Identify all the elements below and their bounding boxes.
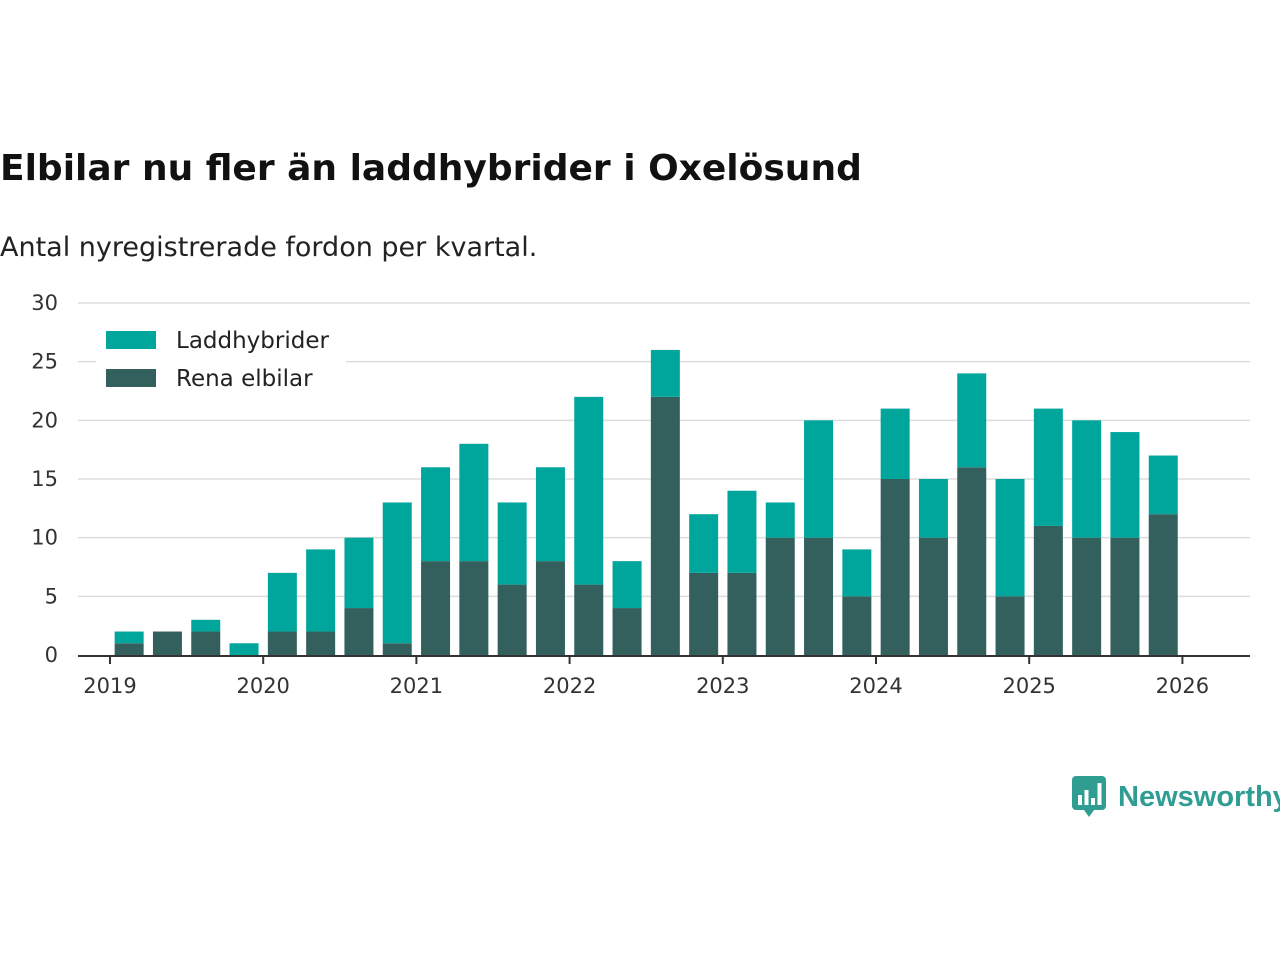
bar-laddhybrider [1148, 455, 1178, 515]
bar-laddhybrider [344, 537, 374, 609]
x-tick-label: 2019 [83, 674, 136, 698]
bar-rena-elbilar [1033, 525, 1063, 655]
newsworthy-logo: Newsworthy [1072, 776, 1280, 818]
legend-swatch [106, 331, 156, 349]
bar-laddhybrider [650, 349, 680, 397]
bar-laddhybrider [804, 420, 834, 538]
bar-laddhybrider [957, 373, 987, 468]
y-tick-label: 10 [31, 526, 58, 550]
bar-rena-elbilar [497, 584, 527, 655]
bar-laddhybrider [689, 514, 719, 573]
bar-rena-elbilar [574, 584, 604, 655]
bar-laddhybrider [1110, 432, 1140, 538]
bar-rena-elbilar [267, 631, 297, 655]
x-tick-label: 2026 [1156, 674, 1209, 698]
y-tick-label: 30 [31, 291, 58, 315]
bar-rena-elbilar [995, 596, 1025, 655]
bar-laddhybrider [267, 572, 297, 632]
bars [114, 349, 1178, 655]
legend-label: Rena elbilar [176, 366, 313, 392]
legend: Laddhybrider Rena elbilar [96, 318, 346, 404]
bar-laddhybrider [421, 467, 451, 562]
bar-laddhybrider [574, 396, 604, 585]
bar-rena-elbilar [727, 572, 757, 655]
legend-swatch [106, 369, 156, 387]
bar-laddhybrider [191, 619, 221, 632]
newsworthy-icon [1072, 776, 1106, 817]
bar-rena-elbilar [765, 537, 795, 655]
bar-laddhybrider [1033, 408, 1063, 526]
bar-rena-elbilar [1072, 537, 1102, 655]
bar-rena-elbilar [842, 596, 872, 655]
bar-rena-elbilar [344, 608, 374, 655]
bar-laddhybrider [114, 631, 144, 644]
bar-rena-elbilar [880, 479, 910, 655]
bar-laddhybrider [918, 479, 948, 538]
bar-laddhybrider [229, 643, 259, 655]
bar-rena-elbilar [689, 572, 719, 655]
bar-rena-elbilar [306, 631, 336, 655]
brand-name: Newsworthy [1118, 780, 1280, 813]
bar-rena-elbilar [804, 537, 834, 655]
bar-laddhybrider [535, 467, 565, 562]
bar-rena-elbilar [152, 631, 182, 655]
y-tick-label: 5 [45, 584, 58, 608]
bar-laddhybrider [842, 549, 872, 597]
x-tick-label: 2020 [236, 674, 289, 698]
x-tick-label: 2025 [1002, 674, 1055, 698]
bar-rena-elbilar [1110, 537, 1140, 655]
bar-rena-elbilar [650, 396, 680, 655]
x-tick-label: 2021 [390, 674, 443, 698]
chart-title: Elbilar nu fler än laddhybrider i Oxelös… [0, 148, 862, 189]
y-tick-label: 20 [31, 408, 58, 432]
x-tick-label: 2024 [849, 674, 902, 698]
bar-rena-elbilar [612, 608, 642, 655]
chart-subtitle: Antal nyregistrerade fordon per kvartal. [0, 232, 538, 263]
bar-rena-elbilar [382, 643, 412, 655]
bar-laddhybrider [727, 490, 757, 573]
bar-laddhybrider [382, 502, 412, 644]
legend-label: Laddhybrider [176, 328, 329, 354]
y-tick-label: 25 [31, 350, 58, 374]
bar-rena-elbilar [191, 631, 221, 655]
bar-laddhybrider [880, 408, 910, 479]
bar-laddhybrider [995, 479, 1025, 597]
bar-rena-elbilar [1148, 514, 1178, 655]
bar-rena-elbilar [114, 643, 144, 655]
y-tick-label: 15 [31, 467, 58, 491]
bar-rena-elbilar [918, 537, 948, 655]
bar-rena-elbilar [421, 561, 451, 655]
y-tick-label: 0 [45, 643, 58, 667]
bar-laddhybrider [765, 502, 795, 538]
bar-laddhybrider [306, 549, 336, 632]
bar-laddhybrider [1072, 420, 1102, 538]
bar-rena-elbilar [459, 561, 489, 655]
bar-rena-elbilar [535, 561, 565, 655]
x-tick-label: 2023 [696, 674, 749, 698]
x-tick-label: 2022 [543, 674, 596, 698]
bar-laddhybrider [459, 443, 489, 562]
bar-laddhybrider [497, 502, 527, 585]
bar-rena-elbilar [957, 467, 987, 655]
bar-laddhybrider [612, 561, 642, 609]
